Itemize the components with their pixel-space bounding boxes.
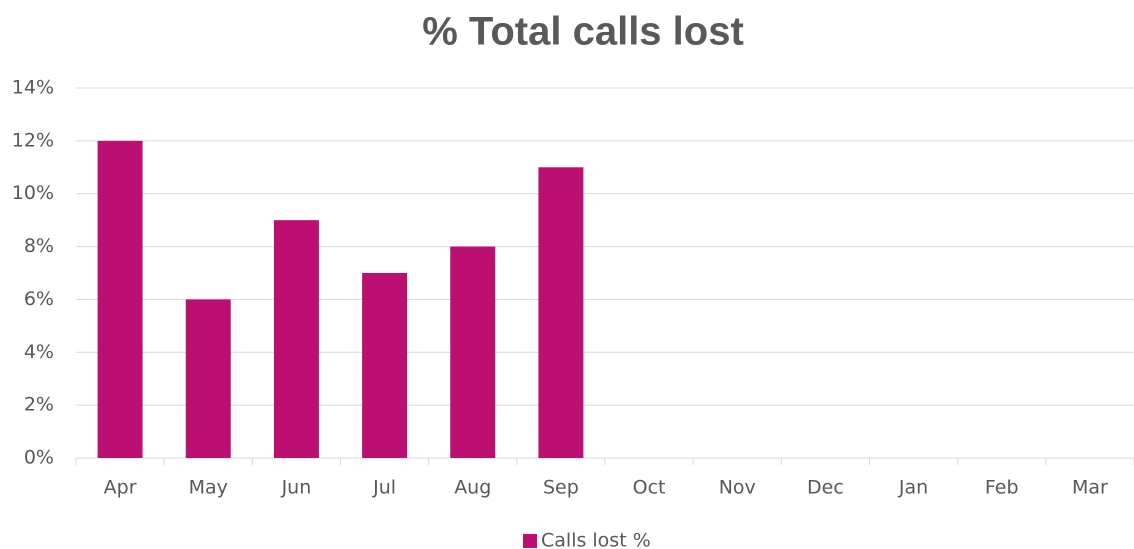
bar bbox=[362, 273, 408, 458]
bar bbox=[273, 220, 319, 458]
y-tick-label: 4% bbox=[24, 341, 54, 363]
x-tick-label: Jul bbox=[372, 477, 396, 499]
bar bbox=[185, 299, 231, 458]
x-tick-label: Sep bbox=[543, 477, 579, 499]
x-tick-label: Apr bbox=[104, 477, 137, 499]
x-tick-label: Nov bbox=[719, 477, 756, 499]
x-tick-label: Dec bbox=[807, 477, 844, 499]
x-tick-label: Jun bbox=[281, 477, 312, 499]
y-tick-label: 14% bbox=[12, 77, 54, 99]
y-tick-label: 2% bbox=[24, 394, 54, 416]
legend-swatch bbox=[523, 534, 537, 548]
y-tick-label: 8% bbox=[24, 235, 54, 257]
x-tick-label: May bbox=[189, 477, 228, 499]
legend-label: Calls lost % bbox=[541, 530, 651, 549]
x-tick-label: Oct bbox=[633, 477, 666, 499]
chart-title: % Total calls lost bbox=[422, 10, 744, 54]
y-tick-label: 0% bbox=[24, 447, 54, 469]
bar bbox=[97, 140, 143, 458]
x-tick-label: Jan bbox=[898, 477, 928, 499]
x-tick-label: Aug bbox=[454, 477, 491, 499]
y-tick-label: 6% bbox=[24, 288, 54, 310]
y-tick-label: 10% bbox=[12, 182, 54, 204]
x-tick-label: Mar bbox=[1072, 477, 1108, 499]
bar bbox=[538, 167, 584, 459]
bar bbox=[450, 246, 496, 458]
y-tick-label: 12% bbox=[12, 129, 54, 151]
x-tick-label: Feb bbox=[985, 477, 1019, 499]
